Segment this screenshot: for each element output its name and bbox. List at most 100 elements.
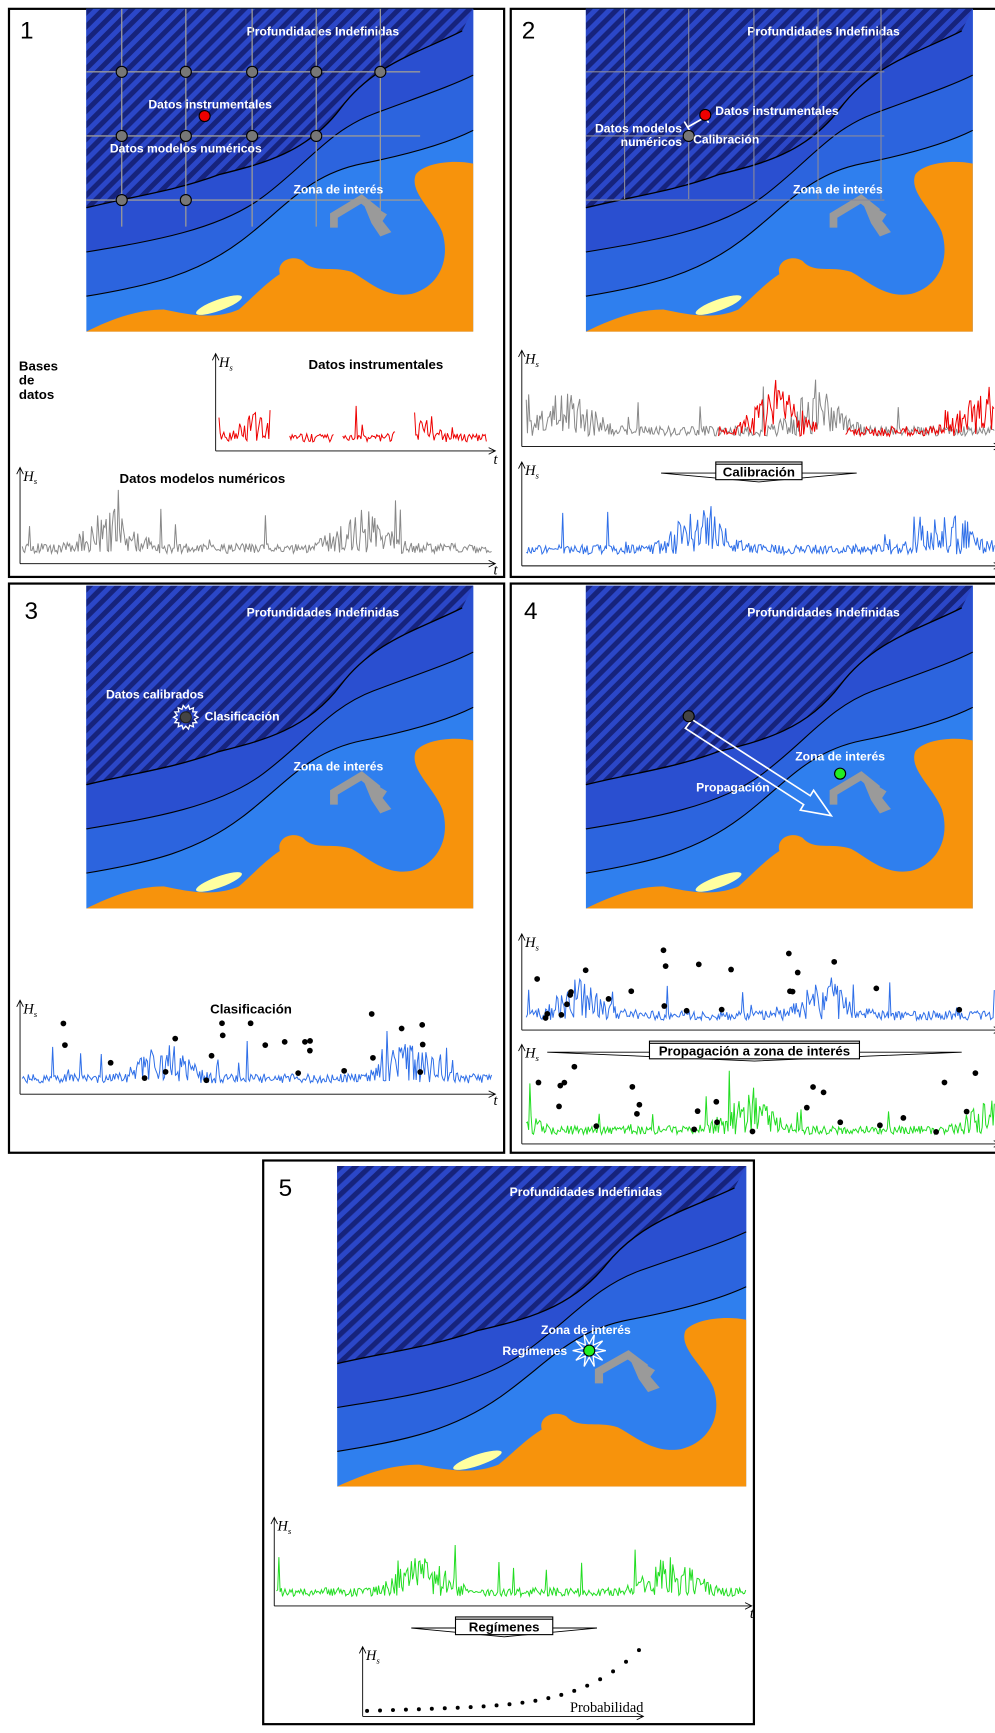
label: Regímenes <box>502 1344 567 1358</box>
deep-water-label: Profundidades Indefinidas <box>247 24 400 38</box>
axis-label: s <box>536 471 540 481</box>
peak-dot <box>61 1021 67 1027</box>
axis-label: s <box>34 476 38 486</box>
label: Datos instrumentales <box>148 97 272 111</box>
peak-dot <box>209 1053 215 1059</box>
label: Calibración <box>693 133 759 147</box>
chart-title: Clasificación <box>210 1001 292 1016</box>
peak-dot <box>556 1104 562 1110</box>
label: Zona de interés <box>793 182 883 196</box>
panel-number: 5 <box>279 1175 293 1202</box>
probability-dot <box>456 1706 460 1710</box>
peak-dot <box>719 1007 725 1013</box>
label: Zona de interés <box>293 759 383 773</box>
label: Clasificación <box>205 710 280 724</box>
map <box>86 9 473 332</box>
label: Datos instrumentales <box>715 104 839 118</box>
axis-label: s <box>288 1526 292 1536</box>
peak-dot <box>810 1084 816 1090</box>
peak-dot <box>787 988 793 994</box>
label: Datos modelos <box>595 122 682 136</box>
model-node <box>180 66 191 77</box>
peak-dot <box>795 970 801 976</box>
peak-dot <box>163 1069 169 1075</box>
map <box>586 9 973 332</box>
map <box>586 586 973 909</box>
peak-dot <box>172 1036 178 1042</box>
peak-dot <box>567 992 573 998</box>
probability-dot <box>585 1684 589 1688</box>
axis-label: s <box>536 1053 540 1063</box>
peak-dot <box>583 967 589 973</box>
peak-dot <box>302 1039 308 1045</box>
label: Propagación <box>696 780 770 794</box>
deep-water-label: Profundidades Indefinidas <box>747 24 900 38</box>
peak-dot <box>964 1109 970 1115</box>
peak-dot <box>713 1099 719 1105</box>
axis-label: s <box>34 1009 38 1019</box>
process-label: Calibración <box>723 464 795 479</box>
peak-dot <box>561 1080 567 1086</box>
peak-dot <box>606 996 612 1002</box>
process-label: Propagación a zona de interés <box>659 1043 850 1058</box>
peak-dot <box>629 1084 635 1090</box>
peak-dot <box>369 1011 375 1017</box>
peak-dot <box>203 1077 209 1083</box>
peak-dot <box>307 1038 313 1044</box>
peak-dot <box>262 1042 268 1048</box>
model-node <box>311 66 322 77</box>
model-node <box>180 195 191 206</box>
panel-number: 4 <box>524 598 538 625</box>
page: {"axes":{"hs":"H","hs_sub":"s","t":"t","… <box>0 0 995 1733</box>
probability-dot <box>443 1706 447 1710</box>
peak-dot <box>831 959 837 965</box>
peak-dot <box>691 1126 697 1132</box>
panel-number: 1 <box>20 18 34 45</box>
peak-dot <box>534 976 540 982</box>
model-node <box>116 130 127 141</box>
peak-dot <box>399 1026 405 1032</box>
axis-label: s <box>229 362 233 372</box>
axis-label: s <box>536 359 540 369</box>
peak-dot <box>417 1069 423 1075</box>
probability-dot <box>495 1703 499 1707</box>
peak-dot <box>564 1001 570 1007</box>
diagram: 12345Profundidades IndefinidasProfundida… <box>0 0 995 1733</box>
peak-dot <box>220 1032 226 1038</box>
probability-dot <box>533 1699 537 1703</box>
probability-dot <box>378 1708 382 1712</box>
axis-label: s <box>536 942 540 952</box>
peak-dot <box>370 1055 376 1061</box>
peak-dot <box>108 1060 114 1066</box>
map <box>86 586 473 909</box>
probability-dot <box>391 1708 395 1712</box>
chart-title: Datos modelos numéricos <box>120 471 286 486</box>
peak-dot <box>714 1119 720 1125</box>
peak-dot <box>728 967 734 973</box>
peak-dot <box>420 1042 426 1048</box>
peak-dot <box>684 1008 690 1014</box>
model-node <box>247 66 258 77</box>
peak-dot <box>933 1129 939 1135</box>
peak-dot <box>634 1111 640 1117</box>
peak-dot <box>695 1108 701 1114</box>
probability-dot <box>598 1677 602 1681</box>
probability-dot <box>546 1696 550 1700</box>
peak-dot <box>804 1105 810 1111</box>
model-node <box>247 130 258 141</box>
probability-dot <box>508 1702 512 1706</box>
database-label: Bases <box>19 358 58 373</box>
peak-dot <box>696 962 702 968</box>
process-label: Regímenes <box>469 1619 540 1634</box>
probability-dot <box>624 1660 628 1664</box>
peak-dot <box>663 963 669 969</box>
peak-dot <box>593 1123 599 1129</box>
label: Zona de interés <box>795 749 885 763</box>
buoy <box>700 109 711 120</box>
peak-dot <box>341 1068 347 1074</box>
peak-dot <box>558 1012 564 1018</box>
site-node <box>835 768 846 779</box>
peak-dot <box>544 1011 550 1017</box>
buoy <box>199 111 210 122</box>
peak-dot <box>248 1020 254 1026</box>
